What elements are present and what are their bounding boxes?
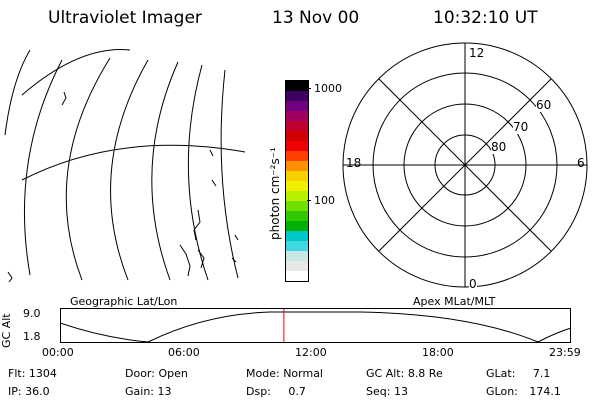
timeline-x-tick-0600: 06:00 bbox=[168, 346, 200, 359]
status-seq: Seq: 13 bbox=[366, 385, 408, 398]
mode-label: Mode: bbox=[246, 367, 280, 380]
colorbar-label-100: 100 bbox=[314, 194, 335, 207]
dsp-label: Dsp: bbox=[246, 385, 271, 398]
colorbar-segment bbox=[286, 91, 308, 101]
door-label: Door: bbox=[125, 367, 155, 380]
mlt-label-12: 12 bbox=[469, 46, 485, 60]
colorbar-segment bbox=[286, 171, 308, 181]
status-gcalt: GC Alt: 8.8 Re bbox=[366, 367, 443, 380]
door-value: Open bbox=[158, 367, 188, 380]
geographic-map bbox=[4, 49, 246, 283]
colorbar-tick-100 bbox=[307, 200, 311, 201]
colorbar-segment bbox=[286, 141, 308, 151]
status-ip: IP: 36.0 bbox=[8, 385, 50, 398]
timeline-x-tick-1800: 18:00 bbox=[422, 346, 454, 359]
timeline-x-tick-2359: 23:59 bbox=[549, 346, 581, 359]
colorbar-segment bbox=[286, 201, 308, 211]
apex-polar-plot bbox=[342, 42, 588, 288]
timeline-x-tick-0000: 00:00 bbox=[42, 346, 74, 359]
status-gain: Gain: 13 bbox=[125, 385, 172, 398]
status-dsp: Dsp: 0.7 bbox=[246, 385, 306, 398]
gcalt-label: GC Alt: bbox=[366, 367, 405, 380]
colorbar-segment bbox=[286, 231, 308, 241]
status-mode: Mode: Normal bbox=[246, 367, 323, 380]
seq-value: 13 bbox=[393, 385, 408, 398]
colorbar-segment bbox=[286, 191, 308, 201]
ip-value: 36.0 bbox=[25, 385, 50, 398]
time-label: 10:32:10 UT bbox=[433, 8, 538, 28]
colorbar-unit-label: photon cm⁻²s⁻¹ bbox=[268, 147, 282, 240]
colorbar-segment bbox=[286, 211, 308, 221]
status-door: Door: Open bbox=[125, 367, 188, 380]
mlt-label-6: 6 bbox=[577, 156, 585, 170]
colorbar-segment bbox=[286, 151, 308, 161]
mlt-label-0: 0 bbox=[469, 277, 477, 291]
coastline bbox=[7, 91, 239, 283]
dsp-value: 0.7 bbox=[288, 385, 306, 398]
ip-label: IP: bbox=[8, 385, 22, 398]
colorbar-segment bbox=[286, 111, 308, 121]
colorbar-segment bbox=[286, 271, 308, 281]
seq-label: Seq: bbox=[366, 385, 391, 398]
latitude-lines bbox=[21, 49, 246, 181]
colorbar-segment bbox=[286, 261, 308, 271]
colorbar-label-1000: 1000 bbox=[314, 82, 342, 95]
glat-value: 7.1 bbox=[532, 367, 551, 380]
flt-label: Flt: bbox=[8, 367, 26, 380]
colorbar-tick-1000 bbox=[307, 88, 311, 89]
colorbar-segment bbox=[286, 101, 308, 111]
timeline-frame bbox=[60, 308, 571, 343]
colorbar-segment bbox=[286, 251, 308, 261]
gain-label: Gain: bbox=[125, 385, 154, 398]
glon-value: 174.1 bbox=[529, 385, 561, 398]
glat-label: GLat: bbox=[486, 367, 516, 380]
mode-value: Normal bbox=[283, 367, 323, 380]
status-glon: GLon: 174.1 bbox=[486, 385, 561, 398]
status-glat: GLat: 7.1 bbox=[486, 367, 550, 380]
color-scale-bar bbox=[285, 80, 309, 282]
gcalt-value: 8.8 Re bbox=[407, 367, 443, 380]
flt-value: 1304 bbox=[28, 367, 57, 380]
mlat-label-70: 70 bbox=[513, 120, 529, 134]
polar-diagonal-2 bbox=[378, 78, 552, 252]
altitude-curve bbox=[60, 311, 572, 343]
colorbar-segment bbox=[286, 131, 308, 141]
status-flt: Flt: 1304 bbox=[8, 367, 57, 380]
colorbar-segment bbox=[286, 81, 308, 91]
timeline-x-tick-1200: 12:00 bbox=[295, 346, 327, 359]
apex-caption: Apex MLat/MLT bbox=[413, 295, 496, 308]
gain-value: 13 bbox=[157, 385, 172, 398]
geographic-caption: Geographic Lat/Lon bbox=[70, 295, 178, 308]
mlt-label-18: 18 bbox=[346, 156, 362, 170]
timeline-y-tick-9: 9.0 bbox=[23, 307, 41, 320]
glon-label: GLon: bbox=[486, 385, 518, 398]
mlat-label-60: 60 bbox=[536, 98, 552, 112]
timeline-y-axis-label: GC Alt bbox=[0, 313, 13, 348]
colorbar-segment bbox=[286, 181, 308, 191]
timeline-y-tick-1-8: 1.8 bbox=[23, 330, 41, 343]
colorbar-segment bbox=[286, 161, 308, 171]
longitude-lines bbox=[4, 49, 239, 281]
altitude-timeline bbox=[60, 308, 572, 343]
date-label: 13 Nov 00 bbox=[272, 8, 360, 28]
app-title: Ultraviolet Imager bbox=[48, 8, 202, 28]
colorbar-segment bbox=[286, 121, 308, 131]
mlat-label-80: 80 bbox=[491, 140, 507, 154]
colorbar-segment bbox=[286, 221, 308, 231]
colorbar-segment bbox=[286, 241, 308, 251]
